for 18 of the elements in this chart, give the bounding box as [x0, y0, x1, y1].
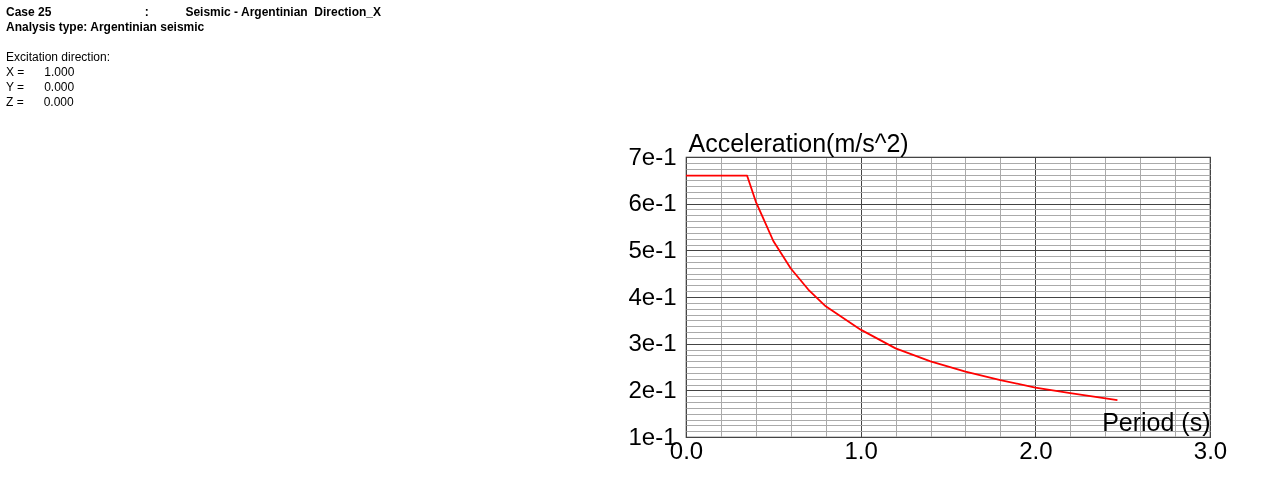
y-tick-label: 3e-1 [628, 329, 677, 357]
text: Z = 0.000 [6, 95, 75, 110]
line-series [686, 174, 1119, 402]
y-tick-label: 4e-1 [628, 282, 677, 310]
text: Case 25 : Seismic - Argentinian Direction_X [6, 5, 381, 20]
x-tick-label: 1.0 [844, 436, 878, 464]
x-axis-title: Period (s) [1102, 407, 1211, 436]
y-tick-label: 5e-1 [628, 235, 677, 263]
y-tick-label: 6e-1 [628, 189, 677, 217]
text: X = 1.000 [6, 65, 76, 80]
text: Analysis type: Argentinian seismic [6, 20, 206, 35]
text: Excitation direction: [6, 50, 112, 65]
x-tick-label: 3.0 [1193, 436, 1228, 464]
text: Y = 0.000 [6, 80, 76, 95]
x-tick-label: 2.0 [1019, 436, 1053, 464]
y-tick-label: 7e-1 [628, 142, 677, 170]
y-tick-label: 2e-1 [628, 375, 677, 403]
y-axis-title: Acceleration(m/s^2) [688, 128, 909, 157]
